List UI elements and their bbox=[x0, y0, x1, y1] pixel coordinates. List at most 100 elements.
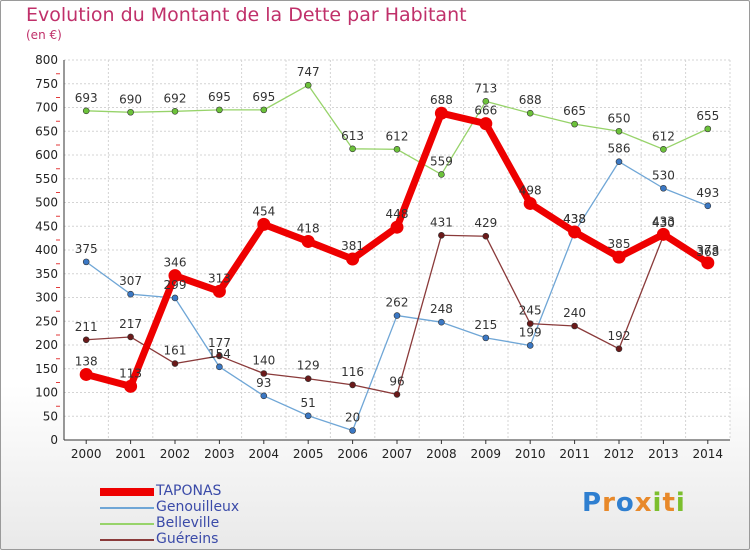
data-point bbox=[438, 318, 445, 326]
legend-swatch bbox=[100, 539, 154, 541]
x-tick-label: 2000 bbox=[71, 447, 102, 461]
data-point bbox=[612, 250, 626, 264]
data-point bbox=[301, 234, 315, 248]
data-label: 530 bbox=[652, 168, 675, 182]
data-label: 385 bbox=[608, 237, 631, 251]
x-tick-label: 2011 bbox=[559, 447, 590, 461]
data-point bbox=[304, 412, 312, 420]
data-label: 693 bbox=[75, 91, 98, 105]
x-tick-label: 2008 bbox=[426, 447, 457, 461]
data-point bbox=[615, 127, 623, 135]
data-point bbox=[216, 106, 223, 114]
data-label: 192 bbox=[608, 329, 631, 343]
data-label: 666 bbox=[474, 104, 497, 118]
data-label: 650 bbox=[608, 111, 631, 125]
data-label: 307 bbox=[119, 274, 142, 288]
legend-label: TAPONAS bbox=[156, 483, 222, 499]
data-label: 248 bbox=[430, 302, 453, 316]
data-label: 448 bbox=[386, 207, 409, 221]
data-point bbox=[479, 117, 493, 131]
data-point bbox=[168, 269, 182, 283]
data-label: 93 bbox=[256, 376, 271, 390]
data-point bbox=[526, 342, 534, 349]
y-tick-label: 700 bbox=[35, 101, 58, 115]
data-point bbox=[390, 220, 404, 234]
legend-swatch bbox=[100, 523, 154, 525]
data-label: 498 bbox=[519, 183, 542, 197]
data-point bbox=[171, 360, 179, 367]
data-point bbox=[260, 392, 268, 400]
data-point bbox=[212, 284, 226, 298]
data-label: 299 bbox=[164, 278, 187, 292]
y-tick-label: 650 bbox=[35, 124, 58, 138]
data-point bbox=[260, 370, 268, 377]
data-label: 346 bbox=[164, 256, 187, 270]
data-point bbox=[260, 106, 268, 114]
data-label: 381 bbox=[341, 239, 364, 253]
data-label: 493 bbox=[696, 186, 719, 200]
data-label: 313 bbox=[208, 271, 231, 285]
data-label: 20 bbox=[345, 411, 360, 425]
logo-letter: o bbox=[615, 488, 635, 518]
data-label: 613 bbox=[341, 129, 364, 143]
data-label: 688 bbox=[519, 93, 542, 107]
x-tick-label: 2007 bbox=[382, 447, 413, 461]
data-label: 215 bbox=[474, 318, 497, 332]
data-point bbox=[660, 184, 667, 192]
data-label: 612 bbox=[386, 129, 409, 143]
data-label: 431 bbox=[430, 215, 453, 229]
data-point bbox=[434, 106, 448, 120]
legend-label: Genouilleux bbox=[156, 499, 240, 515]
data-label: 586 bbox=[608, 142, 631, 156]
logo-letter: P bbox=[582, 488, 603, 518]
data-point bbox=[127, 333, 134, 341]
data-point bbox=[124, 379, 138, 393]
legend-item-guereins: Guéreins bbox=[100, 531, 360, 548]
data-label: 690 bbox=[119, 92, 142, 106]
data-point bbox=[438, 231, 445, 239]
y-tick-label: 300 bbox=[35, 291, 58, 305]
data-point bbox=[304, 375, 312, 383]
y-tick-label: 400 bbox=[35, 243, 58, 257]
data-point bbox=[216, 352, 223, 360]
legend-item-genouilleux: Genouilleux bbox=[100, 499, 360, 516]
x-tick-label: 2012 bbox=[604, 447, 635, 461]
data-label: 262 bbox=[386, 296, 409, 310]
data-point bbox=[349, 145, 356, 153]
data-point bbox=[656, 227, 670, 241]
legend-label: Belleville bbox=[156, 515, 220, 531]
data-point bbox=[701, 256, 715, 270]
data-point bbox=[171, 294, 179, 302]
legend-swatch bbox=[100, 488, 154, 496]
data-point bbox=[660, 146, 667, 153]
x-tick-label: 2003 bbox=[204, 447, 235, 461]
data-point bbox=[82, 107, 90, 115]
legend-item-taponas: TAPONAS bbox=[100, 483, 360, 500]
data-label: 161 bbox=[164, 344, 187, 358]
x-tick-label: 2014 bbox=[693, 447, 724, 461]
logo-letter: t bbox=[662, 488, 676, 518]
data-label: 429 bbox=[474, 216, 497, 230]
data-label: 368 bbox=[696, 245, 719, 259]
data-label: 51 bbox=[301, 396, 316, 410]
data-point bbox=[82, 258, 90, 266]
data-label: 433 bbox=[652, 214, 675, 228]
data-point bbox=[393, 146, 401, 153]
data-label: 245 bbox=[519, 304, 542, 318]
x-tick-label: 2002 bbox=[160, 447, 191, 461]
y-tick-label: 150 bbox=[35, 362, 58, 376]
y-tick-label: 450 bbox=[35, 219, 58, 233]
y-tick-label: 200 bbox=[35, 338, 58, 352]
legend-swatch bbox=[100, 507, 154, 509]
chart-title: Evolution du Montant de la Dette par Hab… bbox=[26, 4, 467, 26]
data-label: 418 bbox=[297, 221, 320, 235]
data-point bbox=[438, 171, 445, 178]
data-label: 665 bbox=[563, 104, 586, 118]
data-point bbox=[526, 109, 534, 117]
data-label: 612 bbox=[652, 129, 675, 143]
data-label: 217 bbox=[119, 317, 142, 331]
data-label: 240 bbox=[563, 306, 586, 320]
y-tick-label: 550 bbox=[35, 172, 58, 186]
data-label: 138 bbox=[75, 354, 98, 368]
